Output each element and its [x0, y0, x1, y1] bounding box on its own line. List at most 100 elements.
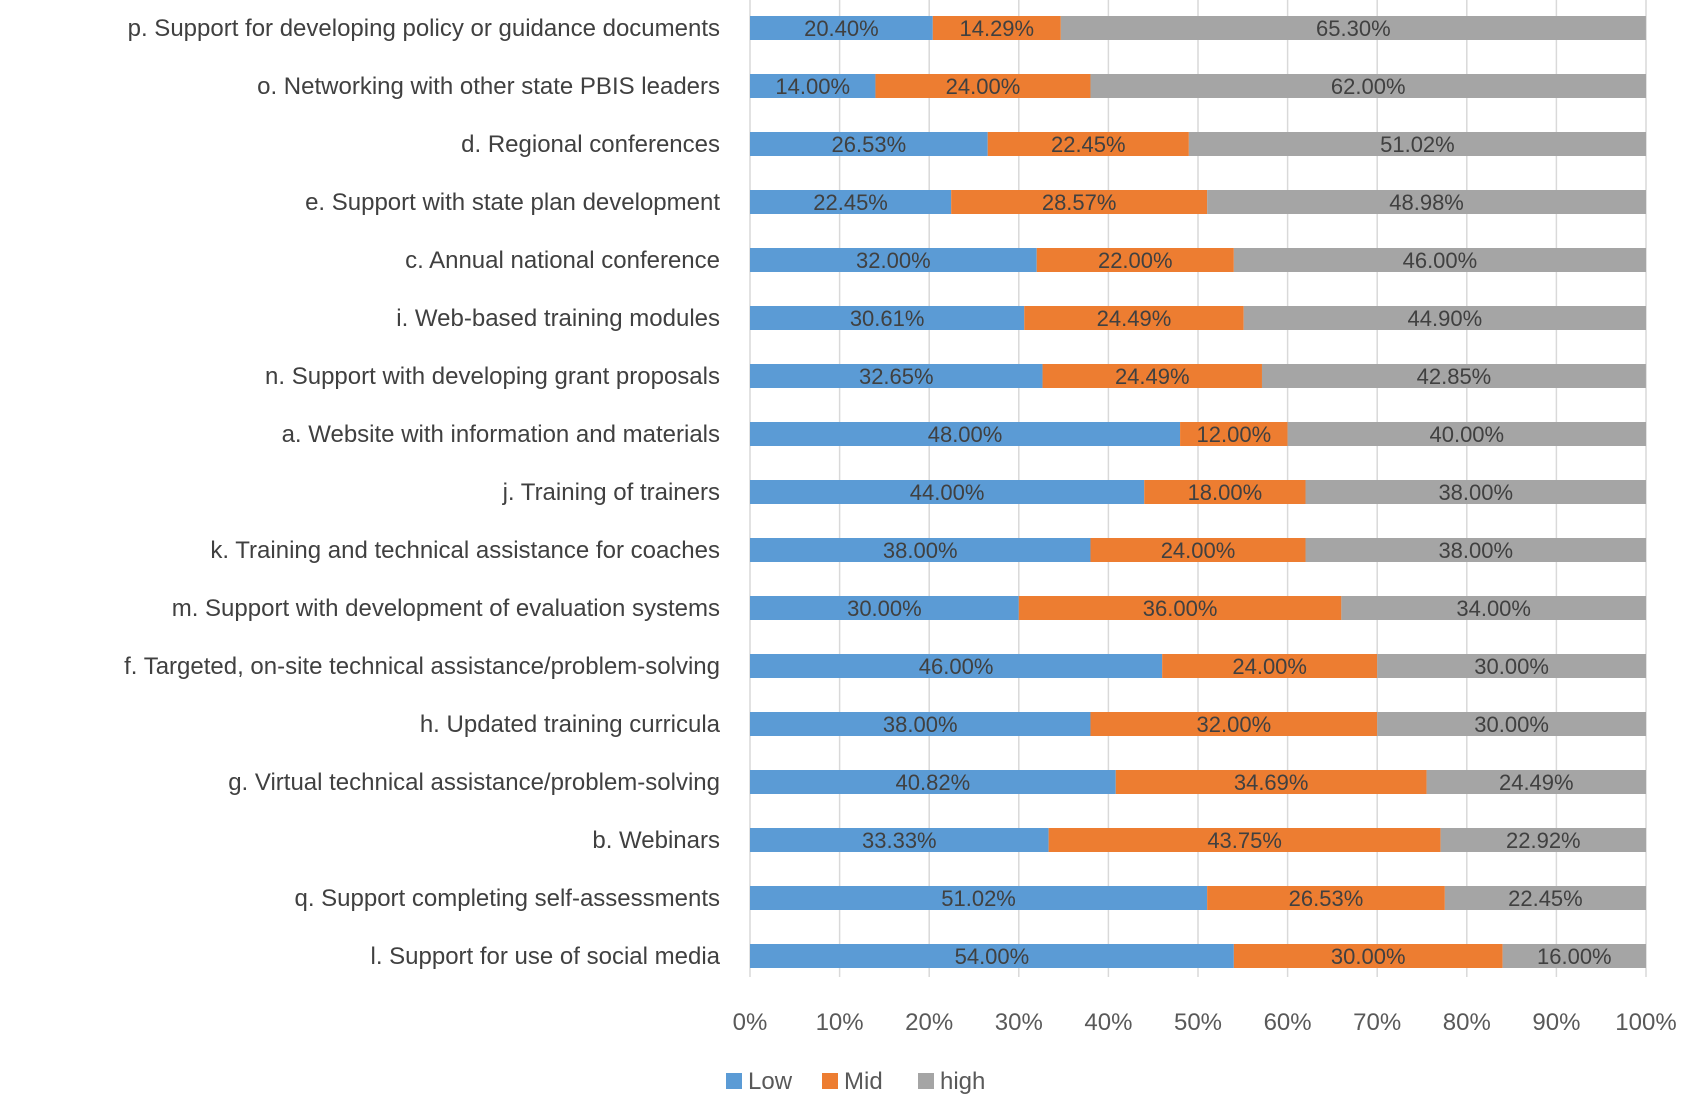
legend-label: Mid — [844, 1068, 883, 1095]
data-label: 24.00% — [1232, 654, 1307, 679]
bar-segment-high — [1426, 770, 1646, 794]
data-label: 24.49% — [1115, 364, 1190, 389]
bar-segment-low — [750, 828, 1049, 852]
data-label: 44.00% — [910, 480, 985, 505]
data-label: 32.00% — [856, 248, 931, 273]
data-label: 42.85% — [1417, 364, 1492, 389]
data-label: 48.98% — [1389, 190, 1464, 215]
x-tick-label: 0% — [733, 1009, 768, 1036]
category-label: n. Support with developing grant proposa… — [265, 363, 720, 390]
category-label: g. Virtual technical assistance/problem-… — [228, 769, 720, 796]
bar-segment-high — [1444, 886, 1646, 910]
data-label: 32.65% — [859, 364, 934, 389]
bar-segment-low — [750, 654, 1163, 678]
bar-segment-high — [1305, 538, 1646, 562]
data-label: 30.00% — [847, 596, 922, 621]
data-label: 40.00% — [1429, 422, 1504, 447]
data-label: 38.00% — [1438, 480, 1513, 505]
x-tick-label: 50% — [1174, 1009, 1222, 1036]
data-label: 16.00% — [1537, 944, 1612, 969]
bar-segment-mid — [987, 132, 1189, 156]
category-label: a. Website with information and material… — [282, 421, 720, 448]
data-label: 36.00% — [1143, 596, 1218, 621]
legend-label: high — [940, 1068, 985, 1095]
bar-segment-high — [1060, 16, 1646, 40]
data-label: 24.49% — [1499, 770, 1574, 795]
bar-segment-low — [750, 248, 1037, 272]
bar-segment-mid — [1036, 248, 1234, 272]
bar-segment-low — [750, 364, 1043, 388]
bar-segment-mid — [1144, 480, 1306, 504]
data-label: 24.00% — [946, 74, 1021, 99]
bar-segment-high — [1341, 596, 1646, 620]
data-label: 26.53% — [832, 132, 907, 157]
data-label: 38.00% — [1438, 538, 1513, 563]
data-label: 51.02% — [941, 886, 1016, 911]
x-tick-label: 90% — [1532, 1009, 1580, 1036]
bar-segment-high — [1261, 364, 1646, 388]
bar-segment-mid — [1115, 770, 1427, 794]
bar-segment-mid — [951, 190, 1208, 214]
bar-segment-low — [750, 944, 1234, 968]
data-label: 62.00% — [1331, 74, 1406, 99]
category-label: q. Support completing self-assessments — [294, 885, 720, 912]
bar-segment-high — [1188, 132, 1646, 156]
bar-segment-mid — [875, 74, 1091, 98]
data-label: 38.00% — [883, 712, 958, 737]
bar-segment-high — [1377, 654, 1646, 678]
data-label: 22.45% — [1051, 132, 1126, 157]
category-label: b. Webinars — [592, 827, 720, 854]
bar-segment-mid — [932, 16, 1061, 40]
category-label: e. Support with state plan development — [305, 189, 720, 216]
bar-segment-low — [750, 306, 1025, 330]
legend-swatch-high — [918, 1073, 934, 1089]
data-label: 38.00% — [883, 538, 958, 563]
category-label: j. Training of trainers — [502, 479, 720, 506]
bar-segment-high — [1502, 944, 1646, 968]
category-label: m. Support with development of evaluatio… — [172, 595, 720, 622]
bar-segment-low — [750, 886, 1208, 910]
bar-segment-high — [1305, 480, 1646, 504]
data-label: 30.61% — [850, 306, 925, 331]
data-label: 46.00% — [1403, 248, 1478, 273]
x-tick-label: 40% — [1084, 1009, 1132, 1036]
data-label: 22.00% — [1098, 248, 1173, 273]
bar-segment-high — [1287, 422, 1646, 446]
bar-segment-mid — [1042, 364, 1262, 388]
data-label: 32.00% — [1197, 712, 1272, 737]
data-label: 30.00% — [1474, 654, 1549, 679]
data-label: 20.40% — [804, 16, 879, 41]
x-tick-label: 30% — [995, 1009, 1043, 1036]
bar-segment-low — [750, 480, 1145, 504]
x-tick-label: 60% — [1264, 1009, 1312, 1036]
bar-segment-low — [750, 712, 1091, 736]
data-label: 43.75% — [1207, 828, 1282, 853]
x-tick-label: 10% — [816, 1009, 864, 1036]
bar-segment-low — [750, 132, 988, 156]
bar-segment-mid — [1018, 596, 1342, 620]
category-label: k. Training and technical assistance for… — [210, 537, 720, 564]
bar-segment-mid — [1207, 886, 1445, 910]
data-label: 34.69% — [1234, 770, 1309, 795]
data-label: 14.00% — [775, 74, 850, 99]
data-label: 22.45% — [813, 190, 888, 215]
data-label: 44.90% — [1408, 306, 1483, 331]
data-label: 12.00% — [1197, 422, 1272, 447]
category-label: o. Networking with other state PBIS lead… — [257, 73, 720, 100]
category-label: l. Support for use of social media — [370, 943, 720, 970]
data-label: 22.92% — [1506, 828, 1581, 853]
x-tick-label: 20% — [905, 1009, 953, 1036]
data-label: 26.53% — [1289, 886, 1364, 911]
bar-segment-mid — [1024, 306, 1244, 330]
category-label: p. Support for developing policy or guid… — [128, 15, 720, 42]
bar-segment-low — [750, 422, 1181, 446]
bars: 20.40% 14.29% 65.30% 14.00% 24.00% 62.00% 26.5… — [750, 16, 1646, 969]
bar-segment-mid — [1162, 654, 1378, 678]
data-label: 28.57% — [1042, 190, 1117, 215]
data-label: 24.49% — [1097, 306, 1172, 331]
data-label: 34.00% — [1456, 596, 1531, 621]
bar-segment-mid — [1090, 538, 1306, 562]
data-label: 22.45% — [1508, 886, 1583, 911]
legend-label: Low — [748, 1068, 793, 1095]
